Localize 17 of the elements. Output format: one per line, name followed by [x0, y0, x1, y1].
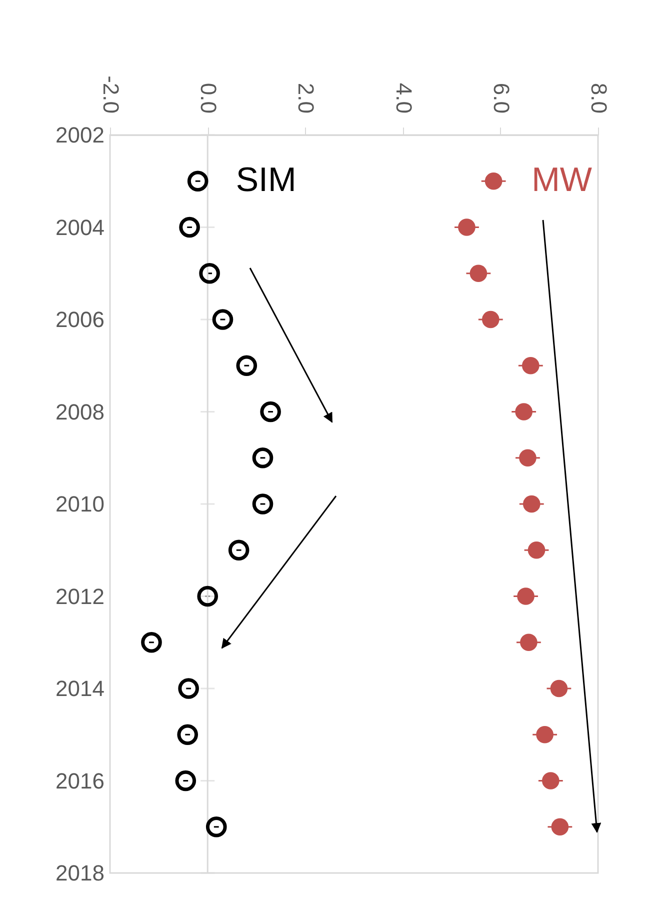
x-tick-label: 8.0 — [586, 82, 612, 114]
x-tick-label: 2.0 — [294, 82, 319, 114]
y-tick-label: 2018 — [56, 860, 104, 886]
series-label: MW — [532, 161, 592, 200]
y-tick-label: 2004 — [56, 214, 104, 240]
y-tick-label: 2008 — [56, 399, 104, 424]
series-label: SIM — [236, 161, 296, 200]
x-tick-label: -2.0 — [98, 76, 124, 114]
y-tick-label: 2002 — [56, 122, 104, 148]
x-tick-label: 0.0 — [196, 82, 222, 114]
y-tick-label: 2016 — [56, 768, 104, 794]
x-tick-label: 6.0 — [488, 82, 514, 114]
y-tick-label: 2014 — [56, 676, 104, 701]
y-tick-label: 2010 — [56, 492, 104, 516]
x-tick-label: 4.0 — [391, 82, 416, 114]
y-tick-label: 2012 — [56, 584, 104, 609]
y-tick-label: 2006 — [56, 307, 104, 332]
